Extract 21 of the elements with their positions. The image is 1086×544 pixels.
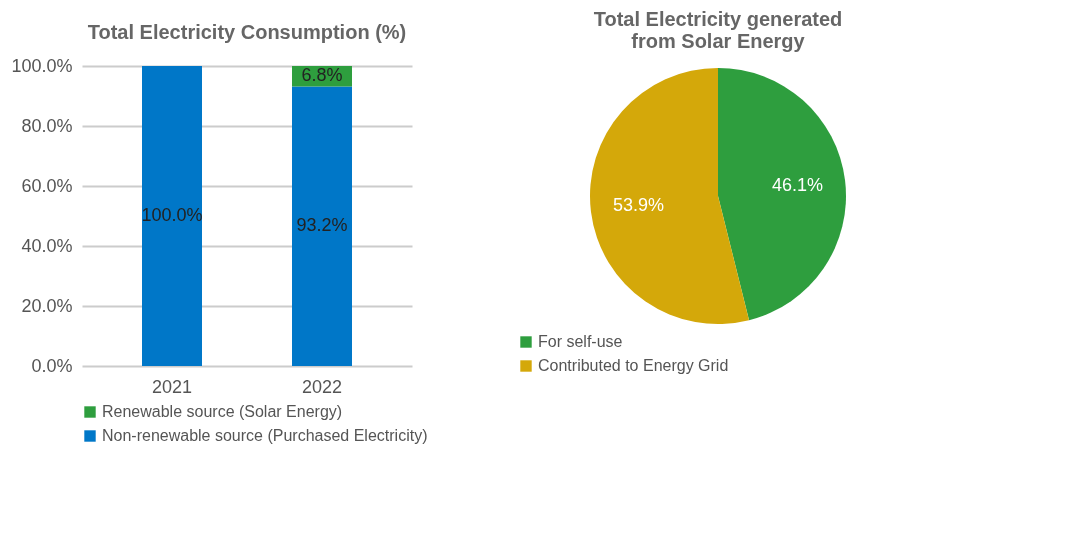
y-tick-label: 0.0%	[31, 355, 73, 376]
x-tick-label: 2021	[151, 376, 193, 397]
data-label: 6.8%	[301, 65, 343, 86]
legend-label: For self-use	[538, 333, 623, 350]
chart-title: Total Electricity Consumption (%)	[87, 21, 407, 43]
y-tick-label: 60.0%	[21, 175, 73, 196]
data-label: 93.2%	[296, 215, 348, 236]
data-label: 53.9%	[613, 194, 665, 215]
legend-label: Renewable source (Solar Energy)	[102, 403, 343, 420]
y-tick-label: 40.0%	[21, 235, 73, 256]
pie-slice	[590, 68, 750, 324]
legend-label: Contributed to Energy Grid	[538, 357, 729, 374]
data-label: 46.1%	[771, 175, 823, 196]
y-tick-label: 80.0%	[21, 115, 73, 136]
data-label: 100.0%	[141, 205, 203, 225]
x-tick-label: 2022	[301, 376, 343, 397]
legend-label: Non-renewable source (Purchased Electricity)	[102, 427, 428, 444]
chart-title: Total Electricity generated from Solar Energy	[593, 8, 843, 52]
pie-slice	[718, 68, 846, 321]
y-tick-label: 100.0%	[11, 55, 73, 76]
y-tick-label: 20.0%	[21, 295, 73, 316]
